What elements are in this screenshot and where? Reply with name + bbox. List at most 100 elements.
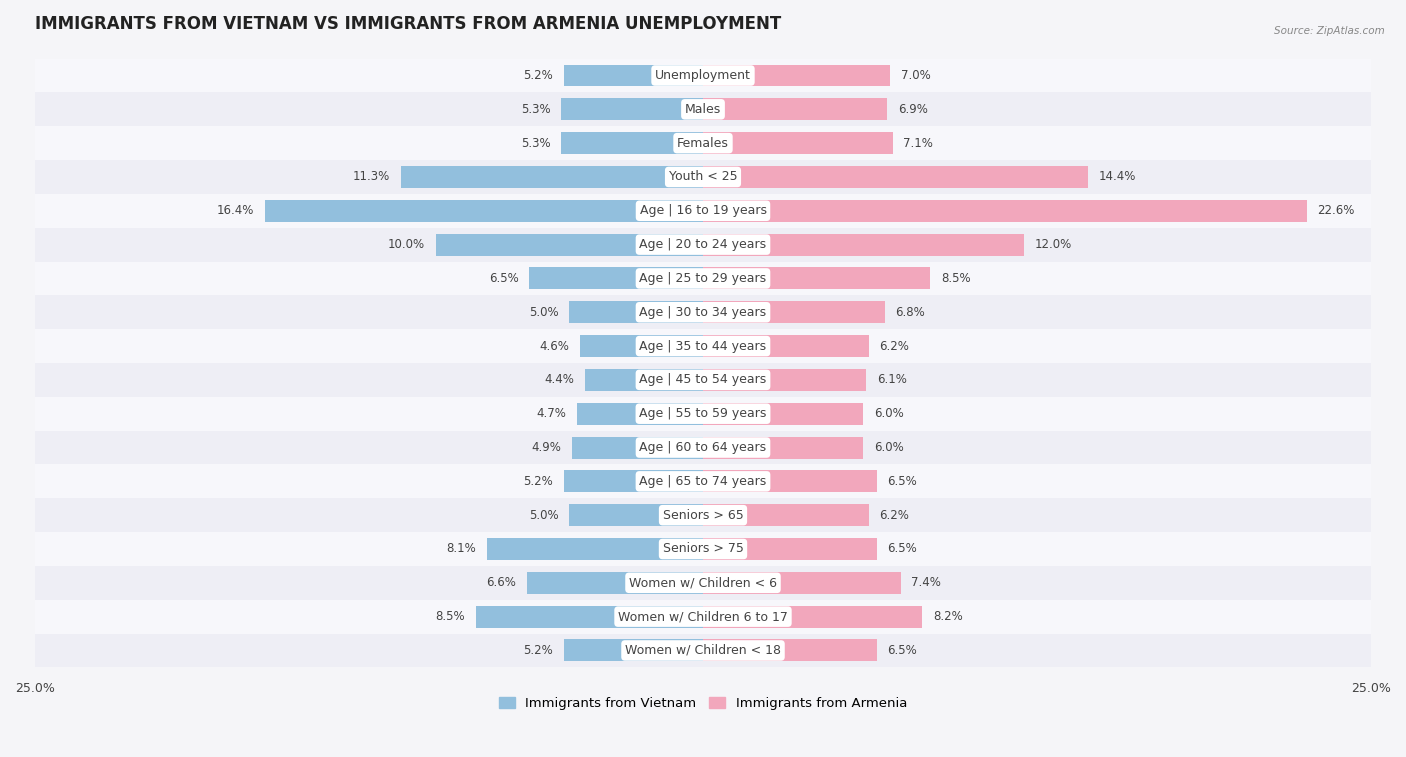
Bar	[0, 160, 1406, 194]
Bar	[564, 640, 703, 662]
Bar	[0, 397, 1406, 431]
Bar	[581, 335, 703, 357]
Text: 7.0%: 7.0%	[901, 69, 931, 82]
Text: 4.4%: 4.4%	[546, 373, 575, 386]
Bar	[564, 64, 703, 86]
Text: Women w/ Children < 18: Women w/ Children < 18	[626, 644, 780, 657]
Text: 6.6%: 6.6%	[486, 576, 516, 589]
Text: Unemployment: Unemployment	[655, 69, 751, 82]
Text: Women w/ Children 6 to 17: Women w/ Children 6 to 17	[619, 610, 787, 623]
Text: 5.2%: 5.2%	[523, 69, 554, 82]
Bar	[703, 301, 884, 323]
Text: 6.2%: 6.2%	[879, 509, 910, 522]
Text: 6.1%: 6.1%	[877, 373, 907, 386]
Text: 7.1%: 7.1%	[904, 137, 934, 150]
Text: 6.5%: 6.5%	[887, 543, 917, 556]
Bar	[486, 538, 703, 560]
Text: 8.1%: 8.1%	[446, 543, 475, 556]
Text: 16.4%: 16.4%	[217, 204, 254, 217]
Text: 8.5%: 8.5%	[941, 272, 970, 285]
Bar	[703, 369, 866, 391]
Text: Age | 55 to 59 years: Age | 55 to 59 years	[640, 407, 766, 420]
Text: 11.3%: 11.3%	[353, 170, 391, 183]
Bar	[578, 403, 703, 425]
Bar	[0, 431, 1406, 465]
Bar	[475, 606, 703, 628]
Text: 6.8%: 6.8%	[896, 306, 925, 319]
Text: Age | 16 to 19 years: Age | 16 to 19 years	[640, 204, 766, 217]
Bar	[0, 532, 1406, 566]
Text: 10.0%: 10.0%	[388, 238, 425, 251]
Bar	[0, 58, 1406, 92]
Bar	[564, 470, 703, 492]
Bar	[703, 166, 1088, 188]
Text: 6.9%: 6.9%	[898, 103, 928, 116]
Bar	[401, 166, 703, 188]
Bar	[703, 335, 869, 357]
Text: Age | 65 to 74 years: Age | 65 to 74 years	[640, 475, 766, 488]
Text: 5.2%: 5.2%	[523, 644, 554, 657]
Bar	[569, 504, 703, 526]
Text: Source: ZipAtlas.com: Source: ZipAtlas.com	[1274, 26, 1385, 36]
Bar	[703, 437, 863, 459]
Text: Age | 45 to 54 years: Age | 45 to 54 years	[640, 373, 766, 386]
Bar	[0, 363, 1406, 397]
Text: Age | 20 to 24 years: Age | 20 to 24 years	[640, 238, 766, 251]
Text: 22.6%: 22.6%	[1317, 204, 1355, 217]
Bar	[0, 261, 1406, 295]
Text: Age | 35 to 44 years: Age | 35 to 44 years	[640, 340, 766, 353]
Text: 5.2%: 5.2%	[523, 475, 554, 488]
Text: 5.0%: 5.0%	[529, 306, 558, 319]
Text: 6.5%: 6.5%	[887, 475, 917, 488]
Text: 6.2%: 6.2%	[879, 340, 910, 353]
Text: 8.2%: 8.2%	[932, 610, 963, 623]
Bar	[703, 606, 922, 628]
Bar	[703, 64, 890, 86]
Bar	[703, 572, 901, 593]
Bar	[529, 267, 703, 289]
Bar	[0, 329, 1406, 363]
Bar	[0, 498, 1406, 532]
Bar	[703, 504, 869, 526]
Text: 6.0%: 6.0%	[875, 407, 904, 420]
Text: Age | 25 to 29 years: Age | 25 to 29 years	[640, 272, 766, 285]
Bar	[572, 437, 703, 459]
Text: 14.4%: 14.4%	[1098, 170, 1136, 183]
Bar	[0, 228, 1406, 261]
Text: IMMIGRANTS FROM VIETNAM VS IMMIGRANTS FROM ARMENIA UNEMPLOYMENT: IMMIGRANTS FROM VIETNAM VS IMMIGRANTS FR…	[35, 15, 782, 33]
Bar	[703, 267, 931, 289]
Text: Age | 60 to 64 years: Age | 60 to 64 years	[640, 441, 766, 454]
Text: 6.0%: 6.0%	[875, 441, 904, 454]
Text: 4.7%: 4.7%	[537, 407, 567, 420]
Legend: Immigrants from Vietnam, Immigrants from Armenia: Immigrants from Vietnam, Immigrants from…	[494, 691, 912, 715]
Bar	[0, 295, 1406, 329]
Text: 8.5%: 8.5%	[436, 610, 465, 623]
Bar	[0, 126, 1406, 160]
Text: 12.0%: 12.0%	[1035, 238, 1071, 251]
Bar	[527, 572, 703, 593]
Bar	[561, 98, 703, 120]
Bar	[436, 234, 703, 256]
Text: 7.4%: 7.4%	[911, 576, 941, 589]
Text: Women w/ Children < 6: Women w/ Children < 6	[628, 576, 778, 589]
Bar	[264, 200, 703, 222]
Text: Males: Males	[685, 103, 721, 116]
Text: Age | 30 to 34 years: Age | 30 to 34 years	[640, 306, 766, 319]
Text: 4.6%: 4.6%	[540, 340, 569, 353]
Text: 5.3%: 5.3%	[522, 103, 551, 116]
Text: Seniors > 75: Seniors > 75	[662, 543, 744, 556]
Bar	[569, 301, 703, 323]
Bar	[0, 634, 1406, 668]
Bar	[703, 132, 893, 154]
Bar	[0, 92, 1406, 126]
Text: Seniors > 65: Seniors > 65	[662, 509, 744, 522]
Bar	[0, 566, 1406, 600]
Text: Youth < 25: Youth < 25	[669, 170, 737, 183]
Text: 5.0%: 5.0%	[529, 509, 558, 522]
Bar	[703, 640, 877, 662]
Bar	[703, 538, 877, 560]
Text: 4.9%: 4.9%	[531, 441, 561, 454]
Bar	[0, 600, 1406, 634]
Bar	[585, 369, 703, 391]
Bar	[703, 234, 1024, 256]
